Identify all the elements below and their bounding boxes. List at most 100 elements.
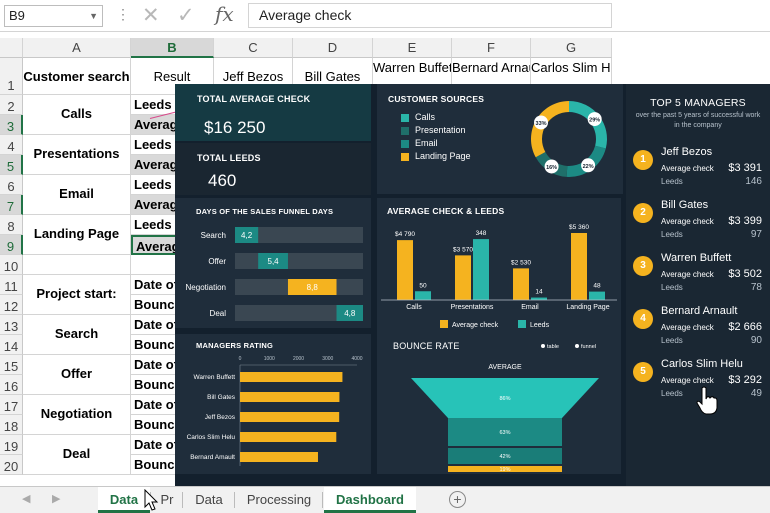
- empty-cell[interactable]: [23, 255, 131, 275]
- row-header[interactable]: 10: [0, 255, 23, 275]
- row-header[interactable]: 19: [0, 435, 23, 455]
- project-start-cell[interactable]: Project start:: [23, 275, 131, 315]
- next-sheet-icon[interactable]: ▶: [52, 493, 61, 505]
- group-cell[interactable]: Calls: [23, 95, 131, 135]
- column-header[interactable]: C: [214, 38, 293, 58]
- row-header[interactable]: 9: [0, 235, 23, 255]
- chevron-down-icon[interactable]: ▼: [89, 11, 98, 21]
- leeds-value: 49: [750, 388, 762, 399]
- column-header[interactable]: D: [293, 38, 373, 58]
- customer-sources-title: CUSTOMER SOURCES: [388, 94, 485, 104]
- rating-bar: [240, 452, 318, 462]
- tab-separator: [182, 492, 183, 508]
- stage-label: Search: [201, 231, 226, 240]
- cancel-icon[interactable]: ✕: [142, 4, 160, 27]
- column-header[interactable]: F: [452, 38, 531, 58]
- row-header[interactable]: 12: [0, 295, 23, 315]
- leeds-label: Leeds: [661, 177, 683, 186]
- manager-item[interactable]: 1 Jeff Bezos Average check $3 391 Leeds 146: [626, 146, 770, 196]
- group-cell[interactable]: Email: [23, 175, 131, 215]
- column-header[interactable]: E: [373, 38, 452, 58]
- funnel-level: [448, 466, 562, 472]
- row-header[interactable]: 8: [0, 215, 23, 235]
- row-header[interactable]: 14: [0, 335, 23, 355]
- row-header[interactable]: 20: [0, 455, 23, 475]
- stage-label: Deal: [210, 309, 227, 318]
- row-header[interactable]: 5: [0, 155, 23, 175]
- row-header[interactable]: 16: [0, 375, 23, 395]
- legend-label: Landing Page: [415, 151, 471, 161]
- funnel-days-panel: DAYS OF THE SALES FUNNEL DAYS Search 4,2 O…: [175, 198, 371, 328]
- group-cell[interactable]: Presentations: [23, 135, 131, 175]
- name-box[interactable]: B9 ▼: [4, 5, 103, 27]
- stage-bar: [235, 227, 259, 243]
- leeds-label: 50: [419, 282, 427, 289]
- funnel-label: 86%: [499, 396, 510, 402]
- row-header[interactable]: 17: [0, 395, 23, 415]
- sheet-tab[interactable]: Pr: [160, 492, 174, 507]
- select-all[interactable]: [0, 38, 23, 58]
- row-header[interactable]: 11: [0, 275, 23, 295]
- sheet-tab-bar: ◀ ▶ Data Pr Data Processing Dashboard +: [0, 486, 770, 513]
- column-header[interactable]: A: [23, 38, 131, 58]
- customer-sources-panel: CUSTOMER SOURCES Calls Presentation Email L…: [377, 84, 623, 194]
- stage-cell[interactable]: Deal: [23, 435, 131, 475]
- stage-cell[interactable]: Negotiation: [23, 395, 131, 435]
- sheet-tab[interactable]: Processing: [246, 492, 312, 507]
- avg-check-label: Average check: [661, 164, 714, 173]
- more-options-icon[interactable]: ⋮: [116, 6, 130, 22]
- rank-badge: 5: [633, 362, 653, 382]
- leeds-value: 97: [750, 229, 762, 240]
- stage-value: 4,2: [241, 231, 253, 240]
- sheet-tab[interactable]: Data: [195, 492, 223, 507]
- manager-label: Carlos Slim Helu: [187, 434, 236, 441]
- row-header[interactable]: 18: [0, 415, 23, 435]
- row-header[interactable]: 2: [0, 95, 23, 115]
- leeds-bar: [415, 291, 431, 300]
- row-header[interactable]: 6: [0, 175, 23, 195]
- leeds-value: 90: [750, 335, 762, 346]
- row-header[interactable]: 1: [0, 58, 23, 95]
- rank-badge: 1: [633, 150, 653, 170]
- tab-separator: [234, 492, 235, 508]
- group-cell[interactable]: Landing Page: [23, 215, 131, 255]
- manager-item[interactable]: 3 Warren Buffett Average check $3 502 Leeds 7…: [626, 252, 770, 302]
- row-header[interactable]: 15: [0, 355, 23, 375]
- avg-check-leeds-title: AVERAGE CHECK & LEEDS: [387, 206, 505, 216]
- sheet-tab[interactable]: Data: [98, 487, 150, 513]
- column-header[interactable]: B: [131, 38, 214, 58]
- formula-input[interactable]: Average check: [248, 3, 612, 28]
- customer-sources-donut: 29% 22% 16% 33%: [531, 101, 607, 177]
- stage-cell[interactable]: Offer: [23, 355, 131, 395]
- row-header[interactable]: 3: [0, 115, 23, 135]
- leeds-label: 348: [476, 230, 487, 237]
- manager-item[interactable]: 4 Bernard Arnault Average check $2 666 Leeds…: [626, 305, 770, 355]
- confirm-icon[interactable]: ✓: [177, 4, 195, 27]
- header-cell[interactable]: Result: [131, 58, 214, 95]
- prev-sheet-icon[interactable]: ◀: [22, 493, 31, 505]
- leeds-label: Leeds: [661, 336, 683, 345]
- add-sheet-icon[interactable]: +: [449, 491, 466, 508]
- managers-rating-panel: MANAGERS RATING 0 1000 2000 3000 4000 Warren …: [175, 334, 371, 474]
- total-avg-check-value: $16 250: [204, 118, 266, 137]
- avg-check-label: $4 790: [395, 231, 415, 238]
- row-header[interactable]: 7: [0, 195, 23, 215]
- column-header[interactable]: G: [531, 38, 612, 58]
- insert-function-icon[interactable]: fx: [215, 2, 234, 26]
- row-header[interactable]: 13: [0, 315, 23, 335]
- avg-check-bar: [571, 233, 587, 300]
- pointer-cursor-icon: [144, 489, 159, 511]
- stage-cell[interactable]: Search: [23, 315, 131, 355]
- funnel-label: 63%: [499, 430, 510, 436]
- donut-label: 29%: [589, 118, 600, 124]
- row-header[interactable]: 4: [0, 135, 23, 155]
- rating-bar: [240, 412, 340, 422]
- sheet-tab[interactable]: Dashboard: [324, 487, 416, 513]
- header-cell[interactable]: Customer search: [23, 58, 131, 95]
- manager-item[interactable]: 5 Carlos Slim Helu Average check $3 292 Leed…: [626, 358, 770, 408]
- avg-check-leeds-chart: $4 790 50 Calls $3 570 348 Presentations $2 53…: [381, 224, 617, 329]
- leeds-label: Leeds: [661, 389, 683, 398]
- manager-item[interactable]: 2 Bill Gates Average check $3 399 Leeds 97: [626, 199, 770, 249]
- name-box-value: B9: [9, 8, 25, 23]
- legend-swatch: [401, 153, 409, 161]
